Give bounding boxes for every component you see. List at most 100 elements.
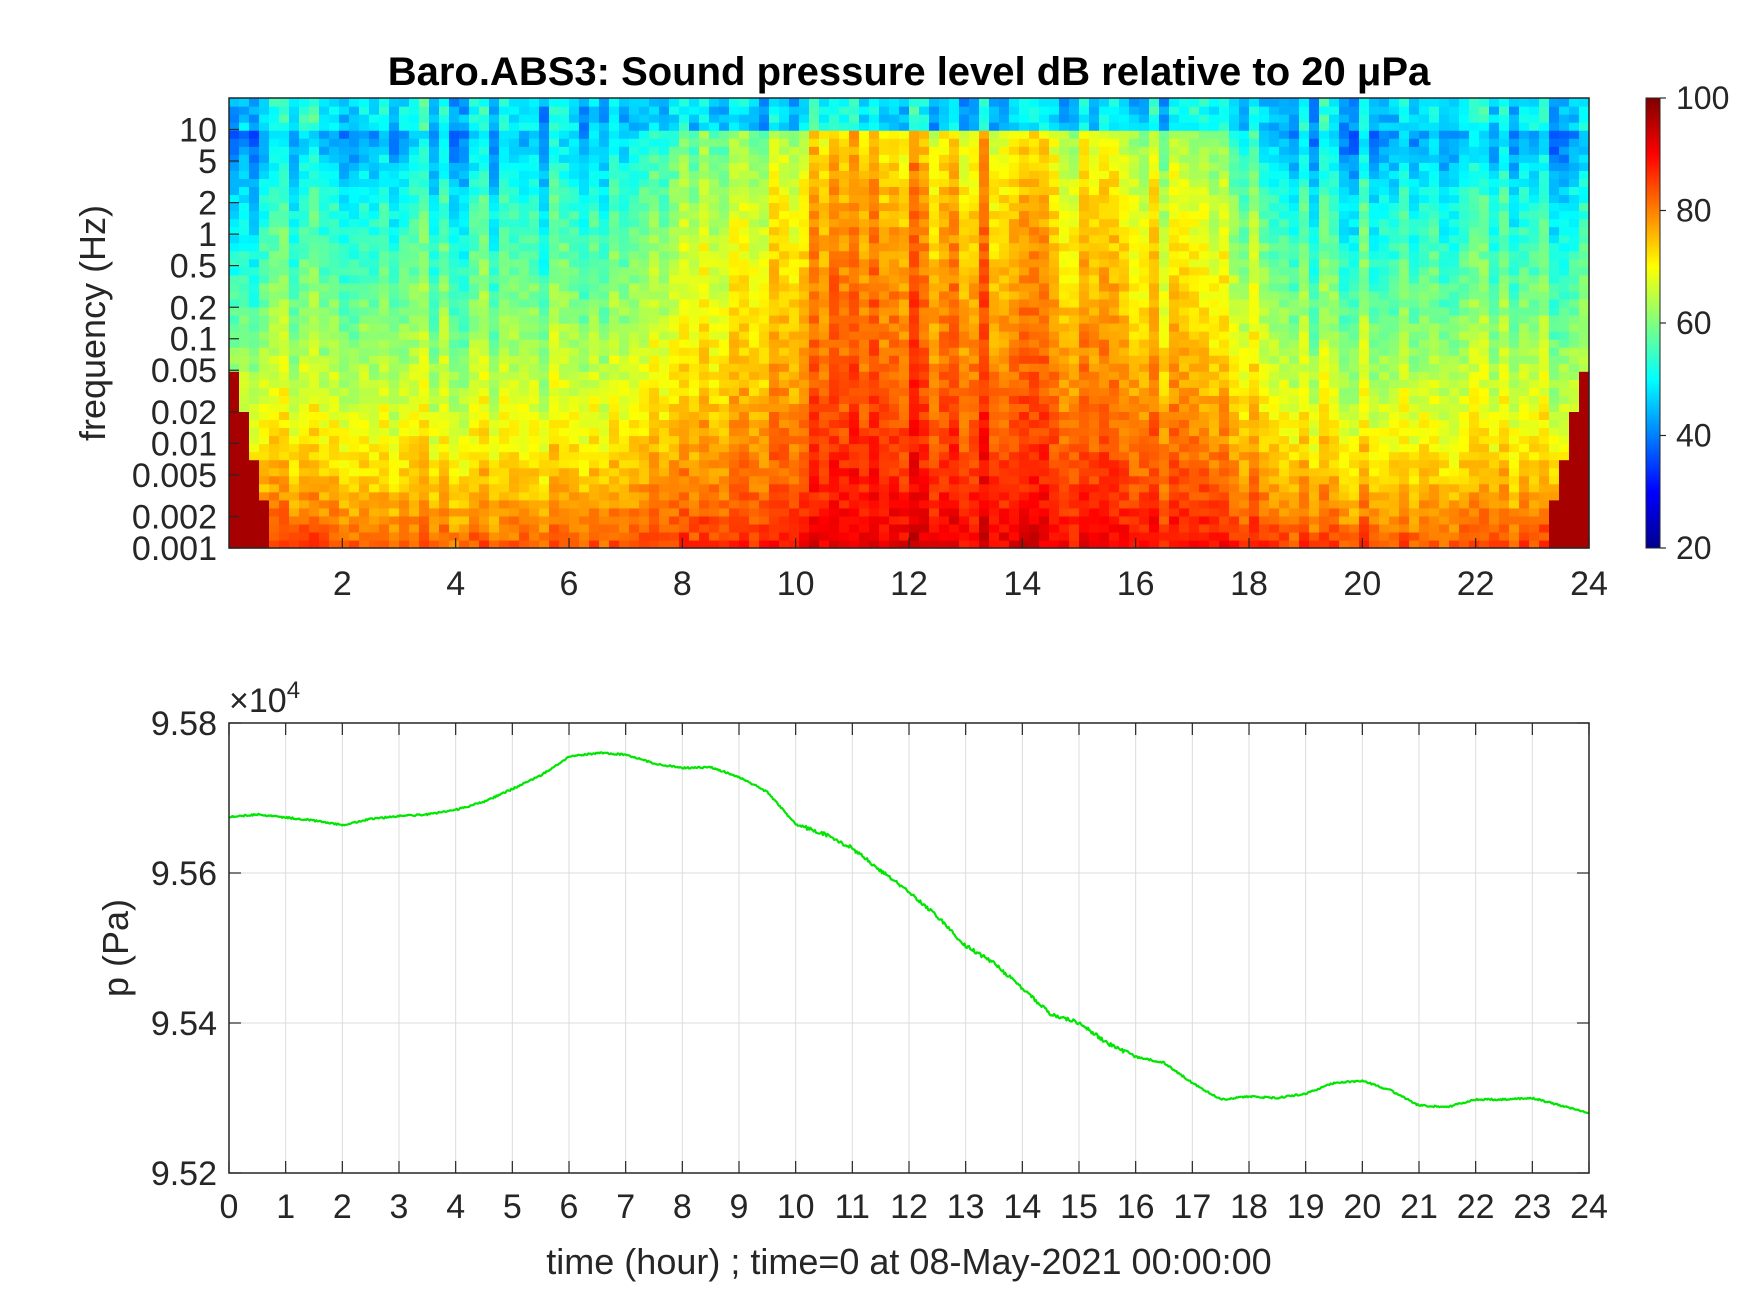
heatmap-cell (679, 242, 690, 252)
heatmap-cell (319, 186, 330, 196)
heatmap-cell (679, 290, 690, 300)
heatmap-cell (819, 186, 830, 196)
heatmap-cell (1059, 290, 1070, 300)
heatmap-cell (659, 451, 670, 461)
heatmap-cell (979, 419, 990, 429)
heatmap-cell (279, 186, 290, 196)
heatmap-cell (719, 435, 730, 445)
heatmap-cell (389, 499, 400, 509)
heatmap-cell (959, 523, 970, 533)
heatmap-cell (429, 130, 440, 139)
heatmap-cell (379, 194, 390, 204)
heatmap-cell (899, 314, 910, 324)
heatmap-cell (789, 355, 800, 364)
heatmap-cell (759, 355, 770, 364)
heatmap-cell (1029, 98, 1040, 107)
heatmap-cell (779, 186, 790, 196)
heatmap-cell (739, 250, 750, 260)
heatmap-cell (1039, 258, 1050, 268)
heatmap-cell (259, 523, 270, 533)
heatmap-cell (1049, 331, 1060, 340)
heatmap-cell (929, 306, 940, 316)
heatmap-cell (879, 146, 890, 155)
heatmap-cell (969, 122, 980, 131)
heatmap-cell (799, 242, 810, 252)
heatmap-cell (239, 515, 250, 525)
heatmap-cell (369, 282, 380, 292)
heatmap-cell (359, 435, 370, 445)
heatmap-cell (259, 154, 270, 163)
heatmap-cell (889, 170, 900, 179)
heatmap-cell (739, 371, 750, 380)
heatmap-cell (849, 194, 860, 204)
heatmap-cell (529, 282, 540, 292)
heatmap-cell (329, 282, 340, 292)
heatmap-cell (839, 114, 850, 123)
heatmap-cell (1109, 347, 1120, 356)
heatmap-cell (259, 242, 270, 252)
heatmap-cell (349, 122, 360, 131)
heatmap-cell (969, 138, 980, 147)
heatmap-cell (1039, 395, 1050, 404)
heatmap-cell (539, 314, 550, 324)
heatmap-cell (779, 138, 790, 147)
heatmap-cell (819, 491, 830, 501)
heatmap-cell (459, 491, 470, 501)
heatmap-cell (979, 210, 990, 220)
heatmap-cell (769, 403, 780, 412)
heatmap-cell (629, 234, 640, 244)
heatmap-cell (989, 403, 1000, 412)
heatmap-cell (299, 427, 310, 437)
heatmap-cell (909, 138, 920, 147)
heatmap-cell (529, 298, 540, 308)
heatmap-cell (339, 258, 350, 268)
heatmap-cell (849, 106, 860, 115)
heatmap-cell (479, 290, 490, 300)
heatmap-cell (459, 274, 470, 284)
heatmap-cell (839, 258, 850, 268)
heatmap-cell (389, 178, 400, 187)
heatmap-cell (639, 170, 650, 179)
heatmap-cell (599, 266, 610, 276)
heatmap-cell (999, 178, 1010, 187)
heatmap-cell (329, 403, 340, 412)
heatmap-cell (459, 162, 470, 171)
heatmap-cell (1009, 226, 1020, 236)
heatmap-cell (389, 403, 400, 412)
heatmap-cell (809, 130, 820, 139)
heatmap-cell (959, 331, 970, 340)
heatmap-cell (439, 218, 450, 228)
heatmap-cell (849, 298, 860, 308)
heatmap-cell (709, 467, 720, 477)
heatmap-cell (319, 459, 330, 469)
heatmap-cell (759, 451, 770, 461)
heatmap-cell (529, 379, 540, 388)
heatmap-cell (449, 323, 460, 332)
heatmap-cell (599, 371, 610, 380)
heatmap-cell (689, 475, 700, 485)
heatmap-cell (279, 531, 290, 541)
heatmap-cell (979, 266, 990, 276)
heatmap-cell (629, 387, 640, 396)
heatmap-cell (729, 451, 740, 461)
heatmap-cell (629, 146, 640, 155)
heatmap-cell (1099, 146, 1110, 155)
heatmap-cell (609, 323, 620, 332)
heatmap-cell (349, 443, 360, 453)
heatmap-cell (419, 363, 430, 372)
heatmap-cell (979, 154, 990, 163)
heatmap-cell (799, 363, 810, 372)
heatmap-cell (579, 306, 590, 316)
heatmap-cell (1019, 146, 1030, 155)
heatmap-cell (459, 339, 470, 348)
heatmap-cell (879, 355, 890, 364)
heatmap-cell (729, 355, 740, 364)
heatmap-cell (949, 178, 960, 187)
heatmap-cell (429, 371, 440, 380)
heatmap-cell (469, 515, 480, 525)
heatmap-cell (489, 371, 500, 380)
heatmap-cell (709, 395, 720, 404)
heatmap-cell (1069, 290, 1080, 300)
heatmap-cell (489, 122, 500, 131)
heatmap-cell (549, 355, 560, 364)
